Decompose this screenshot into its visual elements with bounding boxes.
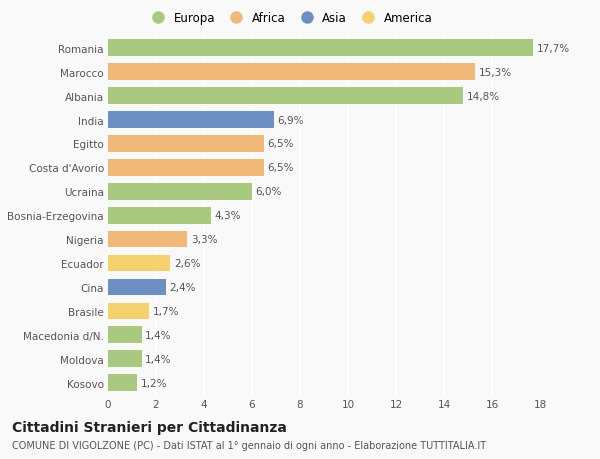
Bar	[108, 255, 170, 272]
Text: 2,6%: 2,6%	[174, 258, 200, 269]
Text: 2,4%: 2,4%	[169, 282, 196, 292]
Text: 1,4%: 1,4%	[145, 330, 172, 340]
Text: 15,3%: 15,3%	[479, 67, 512, 78]
Text: 1,7%: 1,7%	[152, 306, 179, 316]
Bar	[108, 184, 252, 200]
Text: 3,3%: 3,3%	[191, 235, 217, 245]
Bar	[108, 207, 211, 224]
Bar	[108, 327, 142, 343]
Text: 17,7%: 17,7%	[536, 44, 569, 54]
Text: Cittadini Stranieri per Cittadinanza: Cittadini Stranieri per Cittadinanza	[12, 420, 287, 434]
Bar	[108, 88, 463, 105]
Bar	[108, 351, 142, 367]
Text: 14,8%: 14,8%	[467, 91, 500, 101]
Text: 6,0%: 6,0%	[256, 187, 282, 197]
Bar	[108, 231, 187, 248]
Legend: Europa, Africa, Asia, America: Europa, Africa, Asia, America	[144, 10, 434, 27]
Bar	[108, 136, 264, 152]
Bar	[108, 64, 475, 81]
Text: 1,4%: 1,4%	[145, 354, 172, 364]
Text: 4,3%: 4,3%	[215, 211, 241, 221]
Text: COMUNE DI VIGOLZONE (PC) - Dati ISTAT al 1° gennaio di ogni anno - Elaborazione : COMUNE DI VIGOLZONE (PC) - Dati ISTAT al…	[12, 440, 486, 450]
Text: 1,2%: 1,2%	[140, 378, 167, 388]
Bar	[108, 279, 166, 296]
Bar	[108, 375, 137, 391]
Text: 6,5%: 6,5%	[268, 139, 294, 149]
Bar	[108, 303, 149, 319]
Bar	[108, 112, 274, 129]
Bar	[108, 40, 533, 57]
Text: 6,9%: 6,9%	[277, 115, 304, 125]
Bar	[108, 160, 264, 176]
Text: 6,5%: 6,5%	[268, 163, 294, 173]
